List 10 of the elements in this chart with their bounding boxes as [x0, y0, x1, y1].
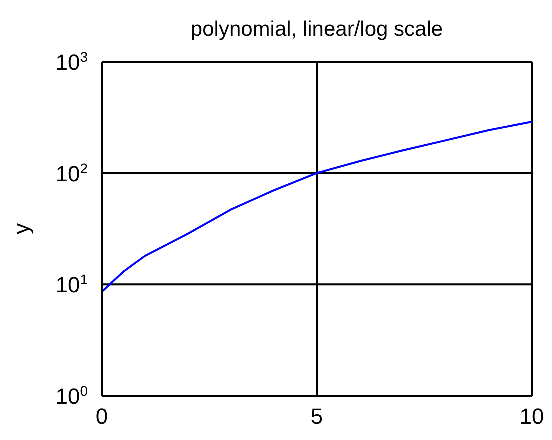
- y-tick-label: 10$^{0}$: [56, 383, 88, 409]
- x-tick-label: 0: [96, 404, 108, 429]
- y-axis-title: y: [9, 224, 35, 234]
- y-tick-label: 10$^{1}$: [56, 272, 88, 298]
- line-series: [102, 121, 532, 293]
- x-tick-label: 5: [310, 404, 324, 429]
- x-tick-label: 10: [520, 404, 544, 429]
- y-tick-label: 10$^{2}$: [56, 160, 88, 186]
- y-tick-label: 10$^{3}$: [56, 49, 88, 75]
- chart-title: polynomial, linear/log scale: [190, 18, 444, 42]
